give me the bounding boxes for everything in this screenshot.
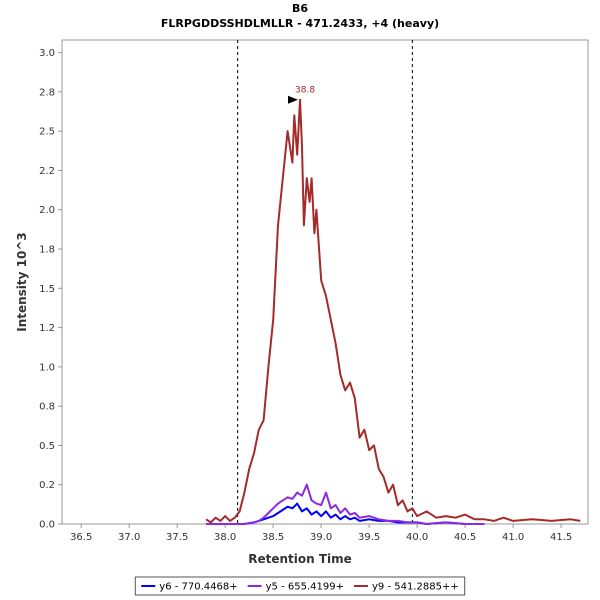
- y-axis: 0.0 0.2 0.5 0.8 1.0 1.2 1.5 1.8 2.0 2.2 2.5 2.8 3.0: [39, 48, 62, 531]
- y-tick-label: 1.2: [39, 323, 55, 334]
- x-tick-label: 41.5: [550, 532, 572, 543]
- x-tick-label: 39.5: [358, 532, 380, 543]
- chart-title: B6: [292, 2, 308, 15]
- y-axis-label: Intensity 10^3: [15, 232, 29, 332]
- series-line-2: [206, 483, 485, 525]
- legend-box: [134, 576, 466, 596]
- y-tick-label: 0.2: [39, 480, 55, 491]
- x-tick-label: 36.5: [70, 532, 92, 543]
- x-tick-label: 39.0: [310, 532, 332, 543]
- integration-boundaries: [237, 40, 413, 524]
- x-tick-label: 37.0: [118, 532, 140, 543]
- x-tick-label: 40.0: [406, 532, 428, 543]
- x-tick-label: 40.5: [454, 532, 476, 543]
- chart-subtitle: FLRPGDDSSHDLMLLR - 471.2433, +4 (heavy): [161, 17, 439, 30]
- legend: y6 - 770.4468+ y5 - 655.4199+ y9 - 541.288…: [134, 576, 466, 596]
- legend-label: y5 - 655.4199+: [266, 582, 344, 593]
- peak-marker-icon: [288, 95, 299, 104]
- y-tick-label: 3.0: [39, 48, 55, 59]
- y-tick-label: 0.0: [39, 520, 55, 531]
- x-axis-label: Retention Time: [248, 552, 352, 566]
- x-tick-label: 41.0: [502, 532, 524, 543]
- y-tick-label: 2.0: [39, 205, 55, 216]
- y-tick-label: 1.5: [39, 284, 55, 295]
- y-tick-label: 0.8: [39, 402, 55, 413]
- y-tick-label: 1.8: [39, 245, 55, 256]
- y-tick-label: 1.0: [39, 362, 55, 373]
- y-tick-label: 0.5: [39, 441, 55, 452]
- series-layer: [205, 98, 581, 525]
- x-axis: 36.5 37.0 37.5 38.0 38.5 39.0 39.5 40.0 40.5 41.0…: [70, 524, 572, 543]
- legend-label: y9 - 541.2885++: [372, 582, 459, 593]
- series-line-3: [205, 98, 581, 524]
- peak-annotation-layer: 38.8: [288, 86, 315, 104]
- x-tick-label: 38.5: [262, 532, 284, 543]
- series-line-1: [206, 502, 485, 525]
- x-tick-label: 38.0: [214, 532, 236, 543]
- y-tick-label: 2.5: [39, 127, 55, 138]
- peak-label: 38.8: [295, 86, 315, 96]
- y-tick-label: 2.8: [39, 87, 55, 98]
- x-tick-label: 37.5: [166, 532, 188, 543]
- plot-area: [61, 39, 589, 525]
- legend-label: y6 - 770.4468+: [159, 582, 237, 593]
- y-tick-label: 2.2: [39, 166, 55, 177]
